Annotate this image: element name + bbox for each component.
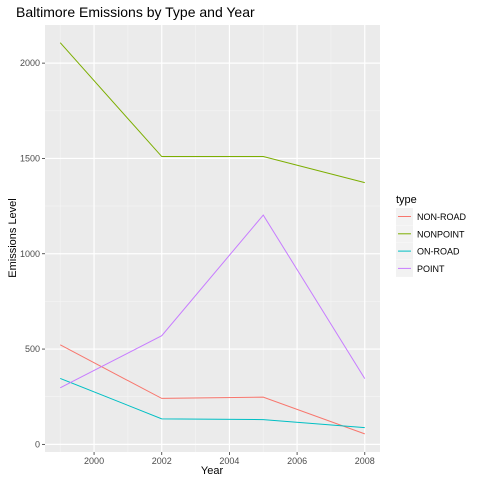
series-lines — [59, 42, 366, 435]
y-axis: 0 500 1000 1500 2000 — [20, 58, 45, 449]
x-axis: 2000 2002 2004 2006 2008 — [84, 452, 375, 466]
chart-title: Baltimore Emissions by Type and Year — [16, 4, 255, 20]
grid-minor — [45, 25, 380, 452]
y-axis-title: Emissions Level — [7, 198, 19, 277]
x-tick-label: 2000 — [84, 456, 104, 466]
series-line-point — [59, 214, 366, 389]
legend-label-point: POINT — [417, 264, 445, 274]
x-tick-label: 2006 — [287, 456, 307, 466]
grid-major — [45, 25, 380, 452]
y-tick-label: 500 — [25, 344, 40, 354]
series-line-non-road — [59, 344, 365, 435]
x-axis-title: Year — [201, 465, 224, 477]
series-line-nonpoint — [59, 42, 365, 184]
x-tick-label: 2002 — [152, 456, 172, 466]
series-line-on-road — [60, 377, 365, 429]
legend-label-nonpoint: NONPOINT — [417, 229, 465, 239]
legend-title: type — [396, 194, 417, 206]
legend-label-non-road: NON-ROAD — [417, 212, 466, 222]
legend-label-on-road: ON-ROAD — [417, 247, 460, 257]
legend: type NON-ROAD NONPOINT ON-ROAD POINT — [396, 194, 466, 277]
y-tick-label: 0 — [35, 439, 40, 449]
plot-panel — [45, 25, 380, 452]
x-tick-label: 2008 — [355, 456, 375, 466]
y-tick-label: 1500 — [20, 153, 40, 163]
y-tick-label: 1000 — [20, 249, 40, 259]
y-tick-label: 2000 — [20, 58, 40, 68]
x-tick-label: 2004 — [219, 456, 239, 466]
